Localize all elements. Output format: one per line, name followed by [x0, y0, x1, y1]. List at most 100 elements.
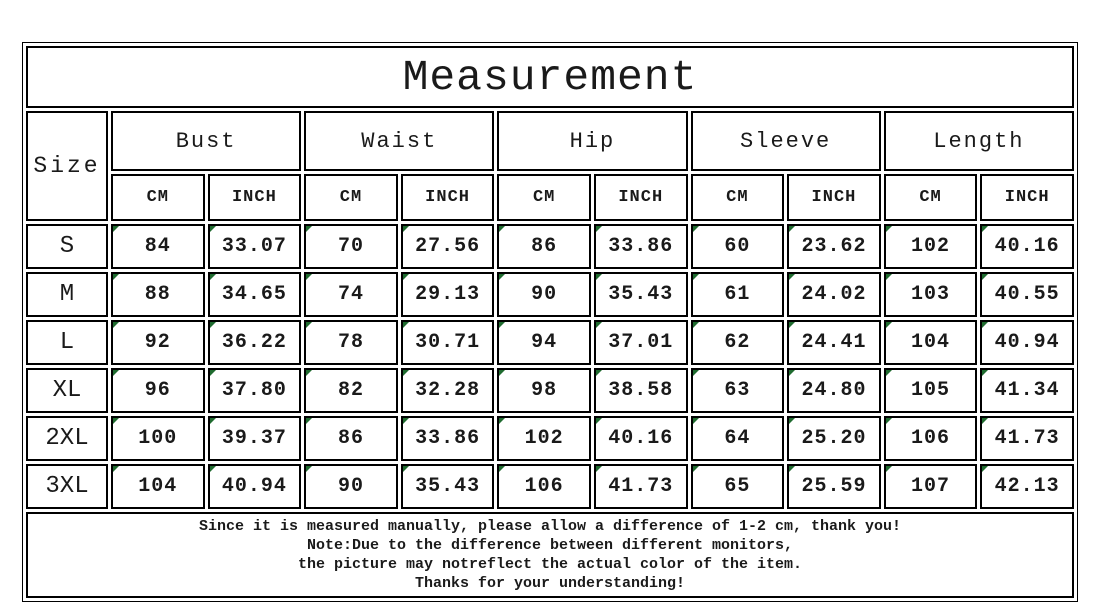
cell-value: 37.80: [221, 379, 287, 402]
cell-corner-marker-icon: [113, 322, 119, 328]
cell-corner-marker-icon: [209, 418, 216, 424]
cell-value: 33.86: [415, 427, 481, 450]
cell-corner-marker-icon: [306, 226, 313, 232]
cell-value: 35.43: [415, 475, 481, 498]
size-cell: XL: [26, 368, 108, 413]
cell-value: 65: [724, 475, 751, 498]
cell-value: 90: [337, 475, 364, 498]
cell-corner-marker-icon: [595, 370, 602, 376]
cell-value: 30.71: [415, 331, 481, 354]
measurement-cell: 40.16: [980, 224, 1074, 269]
unit-cell-cm: CM: [690, 174, 785, 221]
unit-cell-cm: CM: [497, 174, 591, 221]
measurement-cell: 86: [304, 416, 398, 461]
measurement-cell: 84: [111, 224, 205, 269]
measurement-cell: 103: [883, 272, 978, 317]
cell-value: 41.73: [994, 427, 1060, 450]
group-header-row: Size Bust Waist Hip Sleeve Length: [26, 111, 1074, 221]
measurement-cell: 107: [883, 464, 978, 509]
note-line: Thanks for your understanding!: [414, 575, 686, 592]
cell-corner-marker-icon: [789, 466, 796, 472]
measurement-cell: 65: [690, 464, 785, 509]
cell-corner-marker-icon: [982, 226, 989, 232]
measurement-cell: 86: [497, 224, 591, 269]
measurement-cell: 36.22: [207, 320, 302, 365]
cell-corner-marker-icon: [982, 418, 989, 424]
unit-cell-inch: INCH: [207, 174, 302, 221]
measurement-cell: 104: [883, 320, 978, 365]
notes-row: Since it is measured manually, please al…: [26, 512, 1074, 598]
measurement-cell: 25.59: [787, 464, 881, 509]
cell-corner-marker-icon: [499, 418, 506, 424]
measurement-cell: 37.01: [593, 320, 688, 365]
measurement-cell: 105: [883, 368, 978, 413]
measurement-cell: 34.65: [207, 272, 302, 317]
cell-value: 96: [144, 379, 171, 402]
cell-corner-marker-icon: [499, 274, 506, 280]
cell-corner-marker-icon: [499, 466, 506, 472]
measurement-cell: 96: [111, 368, 205, 413]
measurement-cell: 62: [690, 320, 785, 365]
cell-value: 29.13: [415, 283, 481, 306]
cell-corner-marker-icon: [789, 418, 796, 424]
cell-corner-marker-icon: [789, 226, 796, 232]
measurement-cell: 35.43: [593, 272, 688, 317]
cell-value: 105: [911, 379, 951, 402]
cell-value: 24.02: [801, 283, 867, 306]
cell-corner-marker-icon: [885, 466, 892, 472]
measurement-cell: 24.02: [787, 272, 881, 317]
column-header-waist: Waist: [304, 111, 495, 171]
measurement-cell: 23.62: [787, 224, 881, 269]
cell-value: 37.01: [608, 331, 674, 354]
cell-corner-marker-icon: [113, 274, 119, 280]
cell-value: 40.94: [221, 475, 287, 498]
cell-value: 104: [911, 331, 951, 354]
cell-corner-marker-icon: [209, 274, 216, 280]
cell-value: 40.94: [994, 331, 1060, 354]
measurement-cell: 40.94: [980, 320, 1074, 365]
cell-value: 64: [724, 427, 751, 450]
unit-cell-inch: INCH: [593, 174, 688, 221]
note-line: Since it is measured manually, please al…: [198, 518, 902, 535]
measurement-cell: 30.71: [400, 320, 495, 365]
cell-value: 23.62: [801, 235, 867, 258]
measurement-cell: 33.86: [400, 416, 495, 461]
table-row-l: L 92 36.22 78 30.71 94 37.01 62 24.41 10…: [26, 320, 1074, 365]
cell-value: 39.37: [221, 427, 287, 450]
cell-corner-marker-icon: [499, 226, 506, 232]
cell-value: 34.65: [221, 283, 287, 306]
cell-value: 94: [531, 331, 558, 354]
cell-value: 84: [144, 235, 171, 258]
measurement-cell: 40.94: [207, 464, 302, 509]
cell-corner-marker-icon: [113, 226, 119, 232]
cell-corner-marker-icon: [499, 370, 506, 376]
measurement-table-container: Measurement Size Bust Waist Hip Sleeve L…: [22, 42, 1078, 602]
measurement-cell: 78: [304, 320, 398, 365]
cell-corner-marker-icon: [982, 322, 989, 328]
size-cell: M: [26, 272, 108, 317]
cell-corner-marker-icon: [209, 322, 216, 328]
measurement-cell: 102: [497, 416, 591, 461]
measurement-cell: 98: [497, 368, 591, 413]
unit-cell-cm: CM: [883, 174, 978, 221]
cell-corner-marker-icon: [113, 466, 119, 472]
cell-value: 74: [337, 283, 364, 306]
cell-value: 88: [144, 283, 171, 306]
measurement-cell: 106: [497, 464, 591, 509]
notes-cell: Since it is measured manually, please al…: [26, 512, 1074, 598]
measurement-cell: 33.07: [207, 224, 302, 269]
cell-corner-marker-icon: [885, 322, 892, 328]
measurement-cell: 25.20: [787, 416, 881, 461]
cell-value: 25.59: [801, 475, 867, 498]
cell-value: 107: [911, 475, 951, 498]
cell-corner-marker-icon: [113, 418, 119, 424]
cell-value: 104: [138, 475, 178, 498]
cell-corner-marker-icon: [306, 466, 313, 472]
table-row-3xl: 3XL 104 40.94 90 35.43 106 41.73 65 25.5…: [26, 464, 1074, 509]
note-line: the picture may notreflect the actual co…: [297, 556, 803, 573]
cell-value: 24.41: [801, 331, 867, 354]
cell-value: 42.13: [994, 475, 1060, 498]
cell-corner-marker-icon: [595, 322, 602, 328]
unit-header-row: CM INCH CM INCH CM INCH CM INCH CM INCH: [26, 174, 1074, 221]
measurement-cell: 29.13: [400, 272, 495, 317]
